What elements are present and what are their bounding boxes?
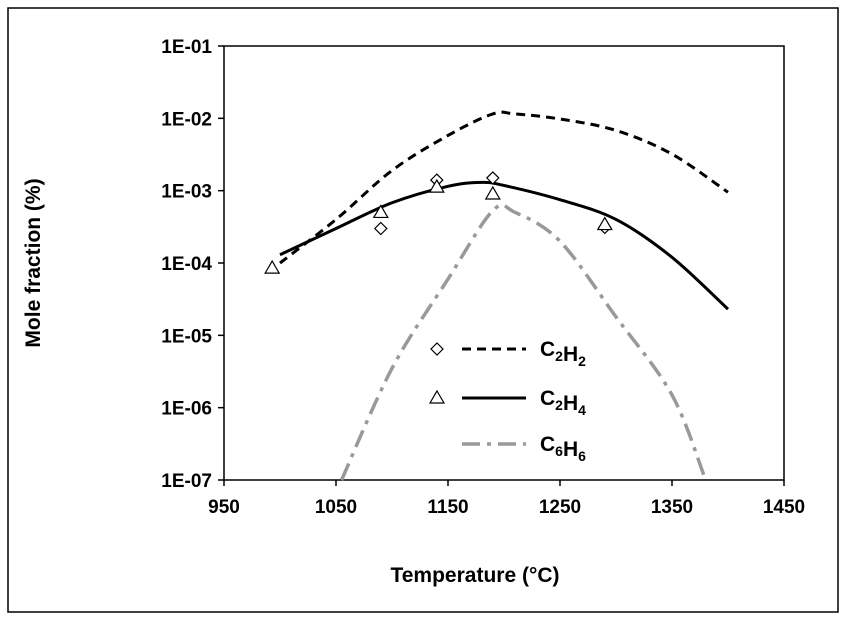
series-line-c2h2 [279, 110, 729, 265]
legend-marker-c2h4 [428, 389, 446, 404]
x-tick-label: 1450 [763, 497, 805, 518]
x-axis-title: Temperature (°C) [390, 564, 559, 587]
x-tick-label: 1150 [427, 497, 468, 518]
legend-label-subscript: 2 [578, 353, 586, 369]
y-tick-label: 1E-06 [161, 399, 212, 420]
marker-c2h2 [373, 221, 388, 236]
legend-label-part: H [563, 343, 578, 366]
y-tick-label: 1E-05 [161, 326, 212, 347]
marker-c2h4 [596, 216, 613, 231]
legend-label-part: H [563, 438, 578, 461]
y-tick-label: 1E-04 [161, 254, 212, 275]
marker-c2h2 [485, 171, 500, 185]
legend-label-c2h2: C2H2 [540, 338, 586, 369]
legend-label-c2h4: C2H4 [540, 387, 586, 418]
legend-label-subscript: 2 [555, 397, 563, 413]
legend-label-subscript: 6 [555, 443, 563, 459]
x-tick-label: 1050 [315, 497, 357, 518]
y-tick-label: 1E-01 [161, 37, 212, 58]
series-line-c6h6 [340, 203, 708, 481]
legend-marker-c2h2 [430, 342, 444, 356]
marker-c2h4 [428, 178, 445, 193]
chart-frame [7, 7, 839, 613]
x-tick-label: 1350 [651, 497, 693, 518]
y-tick-label: 1E-07 [161, 471, 212, 492]
axis-ticks: 950 1050 1150 1250 1350 1450 1E-07 1E-06 1E-05 1E… [161, 37, 805, 518]
legend-label-subscript: 6 [578, 448, 586, 464]
legend-label-part: C [540, 387, 555, 410]
legend-label-subscript: 4 [578, 402, 586, 418]
marker-c2h4 [484, 185, 501, 200]
data-markers [264, 171, 613, 274]
marker-c2h4 [372, 204, 389, 219]
y-axis-title: Mole fraction (%) [22, 178, 45, 347]
legend-label-c6h6: C6H6 [540, 433, 586, 464]
x-tick-label: 1250 [539, 497, 581, 518]
legend-label-part: C [540, 338, 555, 361]
y-tick-label: 1E-03 [161, 182, 212, 203]
legend-label-part: H [563, 392, 578, 415]
legend-label-part: C [540, 433, 555, 456]
legend-label-subscript: 2 [555, 348, 563, 364]
y-tick-label: 1E-02 [161, 109, 212, 130]
marker-c2h4 [264, 259, 281, 274]
x-tick-label: 950 [208, 497, 240, 518]
